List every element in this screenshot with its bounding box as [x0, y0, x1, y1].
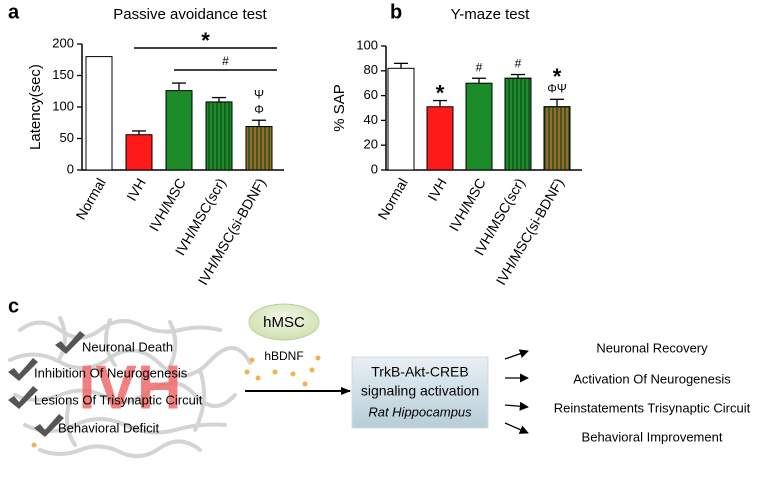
panel-letter: c	[8, 295, 19, 317]
panel-letter: a	[8, 1, 20, 23]
tissue: Rat Hippocampus	[368, 404, 472, 419]
bar	[465, 82, 493, 171]
outcome: Reinstatements Trisynaptic Circuit	[554, 400, 751, 415]
outcome: Neuronal Recovery	[596, 340, 708, 355]
annotation: #	[515, 57, 522, 71]
pathway: signaling activation	[361, 383, 479, 399]
factor-dots	[31, 355, 321, 448]
bar	[426, 106, 454, 171]
bar	[125, 134, 153, 171]
pathway: TrkB-Akt-CREB	[371, 364, 468, 380]
annotation: *	[553, 64, 562, 89]
x-tick-label: IVH	[123, 175, 149, 203]
brain-texture	[8, 316, 252, 459]
bar-hatch	[245, 126, 273, 171]
checkmarks	[8, 331, 85, 437]
x-tick-label: IVH	[424, 175, 450, 203]
x-tick-label: Normal	[374, 175, 410, 222]
chart-title: Passive avoidance test	[113, 6, 267, 23]
y-axis-label: Latency(sec)	[27, 64, 44, 150]
y-tick-label: 60	[364, 87, 378, 102]
cell	[248, 303, 320, 341]
x-tick-label: Normal	[72, 175, 108, 222]
x-tick-label: IVH/MSC	[146, 175, 189, 234]
y-tick-label: 100	[52, 98, 74, 113]
annotation: *	[436, 80, 445, 105]
bar-hatch	[504, 77, 532, 171]
y-tick-label: 50	[60, 130, 74, 145]
y-tick-label: 150	[52, 67, 74, 82]
x-tick-label: IVH/MSC	[446, 175, 489, 234]
annotation: #	[476, 60, 483, 74]
bar	[387, 67, 415, 171]
y-tick-label: 80	[364, 62, 378, 77]
chart-title: Y-maze test	[451, 6, 530, 23]
bracket-label: #	[222, 54, 229, 68]
deficit: Neuronal Death	[82, 339, 173, 354]
annotation: Ψ	[254, 87, 264, 101]
bar	[165, 90, 193, 171]
bar	[85, 56, 113, 171]
outcome: Activation Of Neurogenesis	[573, 371, 731, 386]
bracket-label: *	[201, 28, 210, 53]
outcome-arrows	[504, 349, 529, 434]
bar-hatch	[543, 106, 571, 171]
treatment: hMSC	[263, 314, 305, 331]
annotation: ΦΨ	[547, 81, 567, 95]
y-tick-label: 40	[364, 112, 378, 127]
panel-letter: b	[390, 1, 402, 23]
center-label: IVH	[78, 353, 181, 422]
y-tick-label: 200	[52, 35, 74, 50]
deficit: Inhibition Of Neurogenesis	[34, 365, 188, 380]
y-axis-label: % SAP	[331, 84, 348, 132]
y-tick-label: 100	[356, 37, 378, 52]
y-tick-label: 0	[67, 161, 74, 176]
bar-hatch	[205, 101, 233, 171]
outcome: Behavioral Improvement	[582, 429, 723, 444]
deficit: Behavioral Deficit	[58, 420, 160, 435]
y-tick-label: 0	[371, 161, 378, 176]
annotation: Φ	[254, 102, 264, 116]
y-tick-label: 20	[364, 137, 378, 152]
diagram: c IVH Neuronal Death Inhibition Of Neuro…	[8, 295, 751, 459]
deficit: Lesions Of Trisynaptic Circuit	[34, 392, 203, 407]
pathway-box	[351, 356, 489, 429]
factor: hBDNF	[264, 349, 303, 363]
